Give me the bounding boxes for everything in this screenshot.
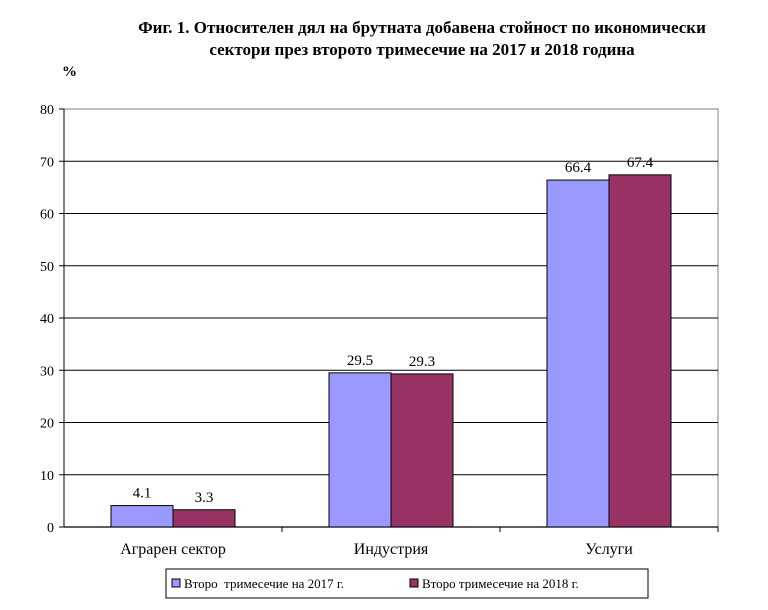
y-axis-unit-label: % [62, 64, 77, 80]
y-tick-label-0: 0 [47, 521, 54, 536]
bar-series-1-cat-2 [608, 174, 672, 528]
legend-label-0: Второ тримесечие на 2017 г. [184, 576, 344, 591]
data-label-series-1-cat-0: 3.3 [195, 490, 214, 506]
legend-swatch-0 [171, 578, 181, 588]
y-tick-label-40: 40 [40, 312, 54, 327]
data-label-series-0-cat-0: 4.1 [133, 486, 152, 502]
legend-label-1: Второ тримесечие на 2018 г. [422, 576, 579, 591]
data-label-series-0-cat-1: 29.5 [347, 353, 373, 369]
data-label-series-1-cat-2: 67.4 [627, 155, 654, 171]
chart-title-line-2: сектори през второто тримесечие на 2017 … [209, 40, 635, 59]
bar-series-1-cat-1 [390, 373, 454, 528]
y-tick-label-20: 20 [40, 417, 54, 432]
bar-series-0-cat-0 [110, 505, 174, 528]
y-tick-label-30: 30 [40, 364, 54, 379]
bar-series-0-cat-2 [546, 179, 610, 528]
data-label-series-0-cat-2: 66.4 [565, 160, 592, 176]
x-category-label-1: Индустрия [354, 541, 429, 558]
y-tick-label-80: 80 [40, 103, 54, 118]
data-label-series-1-cat-1: 29.3 [409, 354, 435, 370]
legend-box [165, 568, 649, 599]
y-tick-label-50: 50 [40, 260, 54, 275]
chart-title-line-1: Фиг. 1. Относителен дял на брутната доба… [138, 18, 706, 37]
bar-series-0-cat-1 [328, 372, 392, 528]
x-category-label-0: Аграрен сектор [120, 541, 226, 558]
x-category-label-2: Услуги [585, 541, 633, 558]
bar-series-1-cat-0 [172, 509, 236, 528]
y-tick-label-60: 60 [40, 208, 54, 223]
y-tick-label-10: 10 [40, 469, 54, 484]
y-tick-label-70: 70 [40, 155, 54, 170]
legend-swatch-1 [409, 578, 419, 588]
